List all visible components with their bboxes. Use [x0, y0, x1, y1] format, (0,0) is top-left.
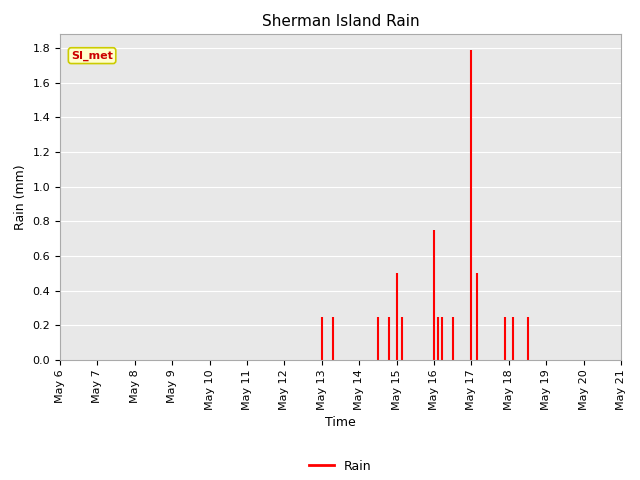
Y-axis label: Rain (mm): Rain (mm) — [14, 164, 27, 230]
Title: Sherman Island Rain: Sherman Island Rain — [262, 14, 419, 29]
Text: SI_met: SI_met — [71, 50, 113, 61]
X-axis label: Time: Time — [325, 416, 356, 429]
Legend: Rain: Rain — [304, 455, 377, 478]
